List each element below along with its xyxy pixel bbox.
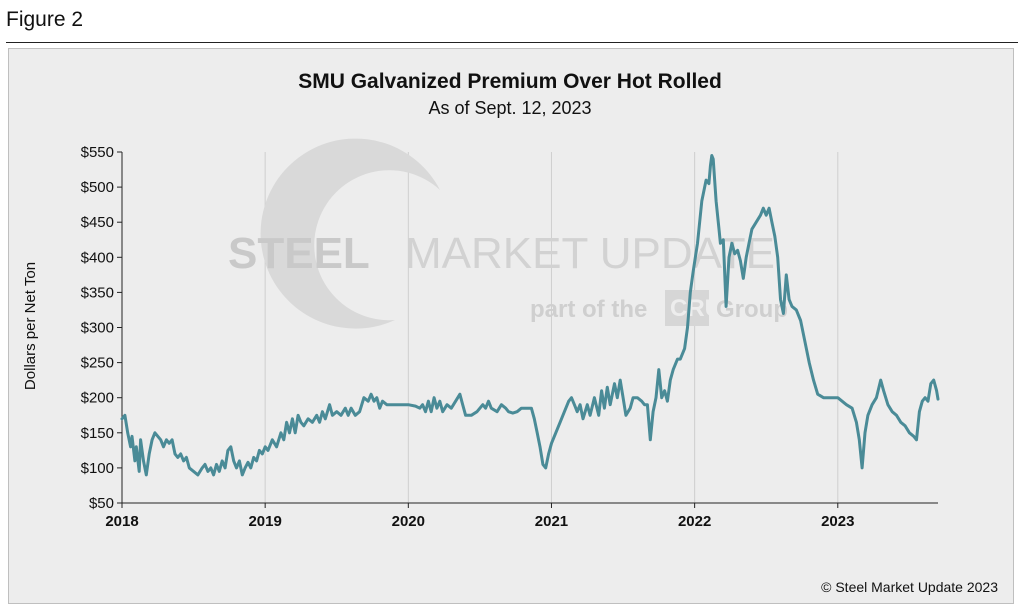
x-tick-label: 2019 [248, 513, 281, 530]
x-tick-label: 2023 [821, 513, 854, 530]
copyright: © Steel Market Update 2023 [821, 579, 998, 595]
y-tick-label: $100 [81, 460, 114, 477]
y-tick-label: $150 [81, 425, 114, 442]
series-line-0 [120, 154, 940, 477]
y-tick-label: $500 [81, 179, 114, 196]
chart-title: SMU Galvanized Premium Over Hot Rolled [298, 70, 722, 93]
figure-divider [6, 42, 1018, 43]
y-tick-label: $200 [81, 390, 114, 407]
x-tick-label: 2022 [678, 513, 711, 530]
y-tick-label: $350 [81, 284, 114, 301]
x-tick-label: 2018 [105, 513, 138, 530]
y-tick-label: $300 [81, 320, 114, 337]
y-tick-label: $550 [81, 144, 114, 161]
watermark-tagline: part of the [530, 296, 647, 323]
x-axis-ticks: 2018 2019 2020 2021 2022 2023 [105, 503, 854, 530]
y-axis-label: Dollars per Net Ton [22, 262, 39, 390]
series-group [120, 154, 940, 477]
y-tick-label: $250 [81, 355, 114, 372]
y-axis-ticks: $50 $100 $150 $200 $250 $300 $350 $400 $450 $500 $… [81, 144, 122, 512]
y-tick-label: $450 [81, 214, 114, 231]
x-tick-label: 2020 [392, 513, 425, 530]
y-tick-label: $400 [81, 249, 114, 266]
watermark: STEEL MARKET UPDATE part of the CRU Grou… [228, 138, 788, 329]
watermark-group-word: Group [716, 296, 788, 323]
watermark-swoosh [260, 138, 440, 329]
x-tick-label: 2021 [535, 513, 568, 530]
watermark-brand-light: MARKET UPDATE [405, 229, 775, 278]
y-tick-label: $50 [89, 495, 114, 512]
chart-panel [8, 48, 1014, 604]
watermark-badge-text: CRU [670, 295, 722, 322]
figure-label: Figure 2 [6, 8, 84, 31]
watermark-brand-bold: STEEL [228, 229, 370, 278]
chart-subtitle: As of Sept. 12, 2023 [428, 98, 591, 118]
